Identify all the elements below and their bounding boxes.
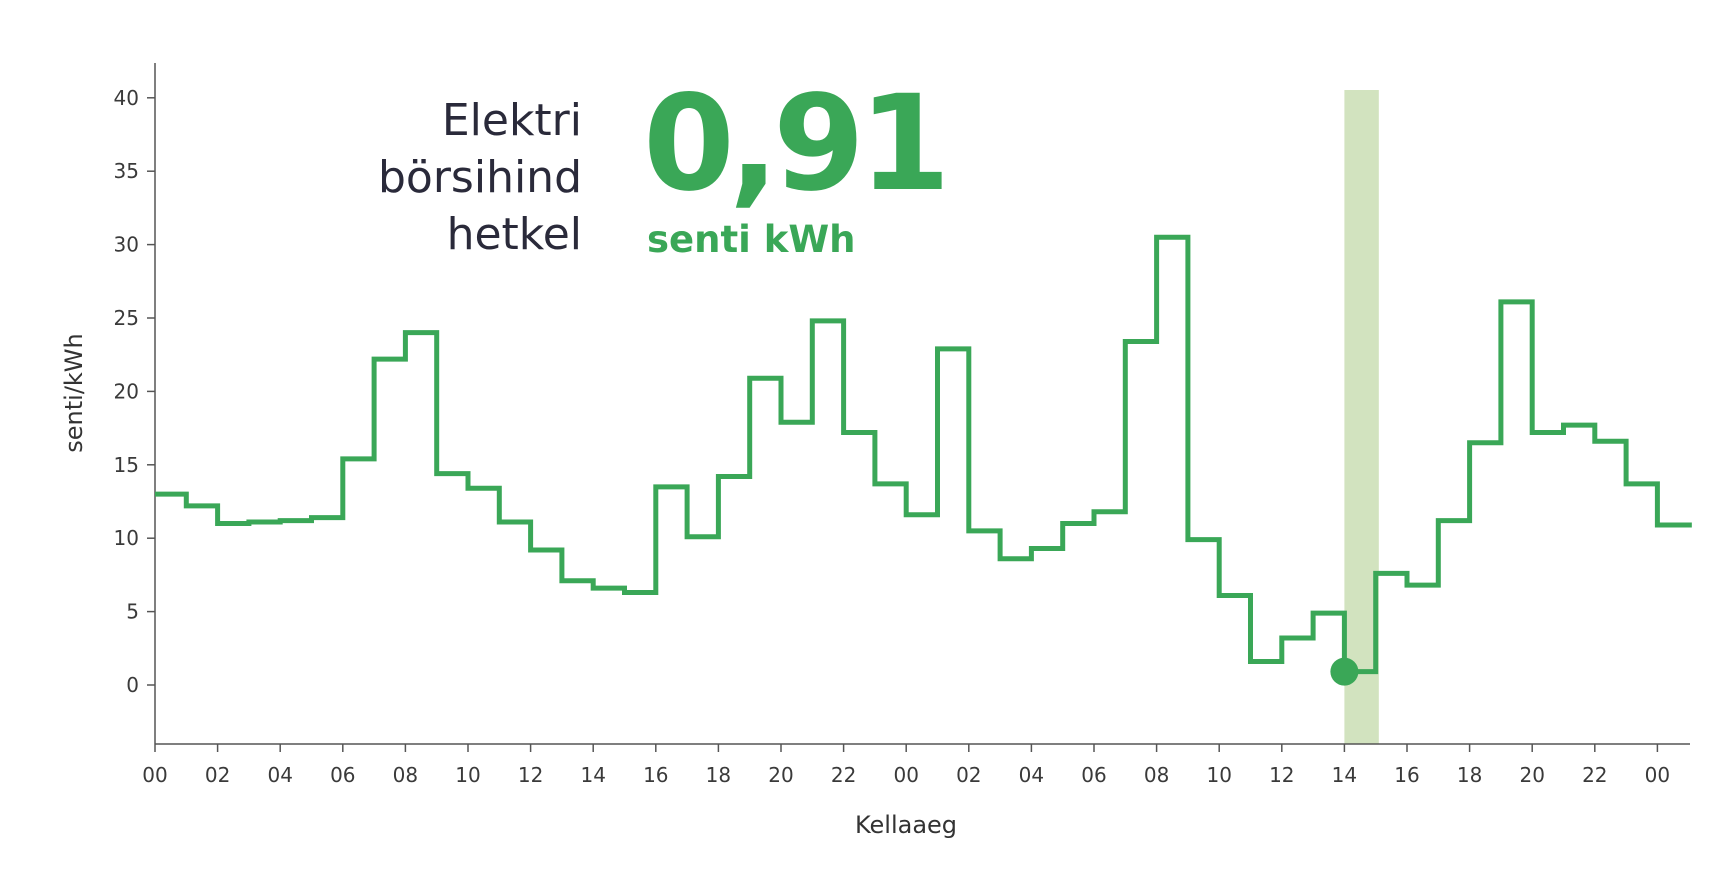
y-axis: 0 5 10 15 20 25 30 35 40	[114, 63, 156, 744]
y-tick-label: 30	[114, 233, 139, 257]
y-tick-label: 10	[114, 526, 139, 550]
x-tick-label: 00	[142, 763, 167, 787]
y-axis-title: senti/kWh	[60, 333, 88, 452]
headline-line-1: Elektri	[441, 95, 582, 146]
y-tick-label: 25	[114, 306, 139, 330]
x-tick-label: 22	[831, 763, 856, 787]
x-tick-label: 02	[956, 763, 981, 787]
x-tick-label: 18	[706, 763, 731, 787]
x-tick-label: 12	[518, 763, 543, 787]
x-tick-label: 12	[1269, 763, 1294, 787]
x-tick-label: 08	[393, 763, 418, 787]
current-price-point	[1330, 657, 1359, 686]
x-tick-label: 14	[1332, 763, 1357, 787]
headline-line-2: börsihind	[377, 152, 582, 203]
x-tick-label: 16	[1394, 763, 1419, 787]
headline-line-3: hetkel	[446, 209, 582, 260]
x-axis: 00 02 04 06 08 10 12 14 16 18 20 22 00 02 04 06 08 10 12 14…	[142, 743, 1690, 787]
x-tick-label: 10	[1206, 763, 1231, 787]
x-tick-label: 00	[1645, 763, 1670, 787]
current-price-value: 0,91	[643, 67, 951, 221]
headline: Elektri börsihind hetkel	[330, 92, 582, 263]
current-hour-highlight	[1344, 90, 1379, 744]
x-tick-label: 04	[1019, 763, 1044, 787]
x-tick-label: 10	[455, 763, 480, 787]
x-tick-label: 06	[1081, 763, 1106, 787]
x-tick-label: 08	[1144, 763, 1169, 787]
x-tick-label: 18	[1457, 763, 1482, 787]
y-tick-label: 0	[126, 673, 139, 697]
x-tick-label: 20	[1519, 763, 1544, 787]
x-tick-label: 14	[580, 763, 605, 787]
x-tick-label: 22	[1582, 763, 1607, 787]
x-tick-label: 16	[643, 763, 668, 787]
price-step-line	[155, 234, 1692, 675]
y-tick-label: 40	[114, 86, 139, 110]
y-tick-label: 35	[114, 159, 139, 183]
x-tick-label: 06	[330, 763, 355, 787]
series-layer	[155, 234, 1692, 686]
current-price-unit: senti kWh	[647, 218, 856, 261]
y-tick-label: 5	[126, 600, 139, 624]
x-tick-label: 04	[267, 763, 292, 787]
x-axis-title: Kellaaeg	[855, 811, 957, 839]
x-tick-label: 02	[205, 763, 230, 787]
plot-area	[1344, 90, 1379, 744]
x-tick-label: 00	[893, 763, 918, 787]
y-tick-label: 20	[114, 379, 139, 403]
x-tick-label: 20	[768, 763, 793, 787]
y-tick-label: 15	[114, 453, 139, 477]
